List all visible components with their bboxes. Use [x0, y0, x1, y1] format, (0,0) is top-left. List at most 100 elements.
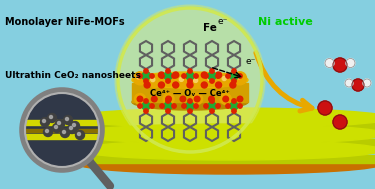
Circle shape [216, 74, 220, 78]
Circle shape [142, 102, 150, 110]
Circle shape [158, 72, 164, 78]
Polygon shape [78, 155, 375, 163]
Circle shape [234, 72, 246, 85]
Circle shape [50, 115, 52, 119]
Circle shape [45, 129, 48, 132]
Circle shape [188, 99, 192, 103]
Circle shape [345, 79, 353, 87]
Circle shape [226, 74, 230, 78]
Circle shape [363, 79, 371, 87]
Text: e⁻: e⁻ [217, 18, 227, 26]
Text: Ni active: Ni active [258, 17, 313, 27]
Circle shape [232, 99, 236, 103]
Circle shape [172, 74, 176, 78]
Circle shape [182, 104, 186, 108]
Circle shape [333, 115, 347, 129]
Circle shape [78, 132, 81, 136]
Circle shape [204, 104, 208, 108]
Bar [24, 133, 100, 139]
Circle shape [230, 102, 238, 110]
Circle shape [188, 109, 192, 113]
Circle shape [24, 92, 100, 168]
Circle shape [53, 123, 62, 132]
Circle shape [204, 74, 208, 78]
Ellipse shape [132, 94, 248, 110]
Circle shape [318, 101, 332, 115]
Circle shape [346, 59, 355, 67]
Circle shape [144, 69, 148, 73]
Circle shape [208, 77, 212, 81]
Ellipse shape [70, 122, 375, 142]
Circle shape [60, 129, 69, 138]
Circle shape [219, 74, 232, 87]
Circle shape [238, 104, 242, 108]
Text: e⁻: e⁻ [246, 57, 256, 67]
Circle shape [190, 75, 204, 88]
Circle shape [56, 119, 64, 129]
Circle shape [69, 126, 72, 129]
Circle shape [172, 104, 176, 108]
Circle shape [142, 72, 150, 80]
Circle shape [220, 94, 231, 105]
Circle shape [160, 104, 164, 108]
Circle shape [63, 115, 72, 125]
Circle shape [188, 69, 192, 73]
Polygon shape [70, 123, 375, 131]
Circle shape [144, 72, 150, 78]
Circle shape [176, 74, 189, 87]
Circle shape [134, 72, 147, 85]
Circle shape [352, 79, 364, 91]
Text: Monolayer NiFe-MOFs: Monolayer NiFe-MOFs [5, 17, 124, 27]
Circle shape [164, 102, 172, 110]
Circle shape [194, 74, 198, 78]
Circle shape [232, 69, 236, 73]
Circle shape [144, 99, 148, 103]
Bar [24, 119, 100, 125]
Circle shape [40, 118, 50, 126]
Circle shape [148, 75, 161, 88]
Ellipse shape [70, 108, 375, 128]
Circle shape [173, 72, 179, 78]
Circle shape [230, 82, 236, 88]
Text: Fe: Fe [203, 23, 217, 33]
Circle shape [66, 118, 69, 121]
Circle shape [210, 109, 214, 113]
Circle shape [325, 59, 334, 67]
Circle shape [201, 72, 207, 78]
Circle shape [237, 75, 240, 79]
Circle shape [194, 96, 200, 102]
Circle shape [194, 104, 198, 108]
Circle shape [187, 82, 193, 88]
Circle shape [166, 99, 170, 103]
FancyArrowPatch shape [256, 53, 312, 111]
Circle shape [230, 72, 238, 80]
Circle shape [194, 78, 198, 82]
Circle shape [138, 74, 142, 78]
Circle shape [152, 96, 157, 102]
Circle shape [137, 96, 143, 102]
Polygon shape [74, 139, 375, 147]
Ellipse shape [74, 124, 375, 144]
Circle shape [186, 72, 194, 80]
Circle shape [136, 75, 141, 79]
Circle shape [226, 104, 230, 108]
Circle shape [216, 82, 222, 88]
Circle shape [333, 58, 347, 72]
Circle shape [144, 79, 148, 83]
Circle shape [210, 69, 214, 73]
Ellipse shape [74, 138, 375, 158]
Circle shape [186, 102, 194, 110]
Circle shape [63, 130, 66, 133]
Circle shape [118, 8, 262, 152]
Circle shape [150, 74, 154, 78]
Circle shape [151, 78, 155, 82]
Circle shape [238, 74, 242, 78]
Circle shape [210, 99, 214, 103]
Circle shape [68, 125, 76, 133]
Circle shape [48, 114, 57, 122]
Circle shape [216, 72, 222, 78]
Circle shape [70, 122, 80, 130]
Circle shape [210, 79, 214, 83]
Circle shape [166, 69, 170, 73]
Text: Ce⁴⁺ — Oᵥ — Ce⁴⁺: Ce⁴⁺ — Oᵥ — Ce⁴⁺ [150, 88, 230, 98]
